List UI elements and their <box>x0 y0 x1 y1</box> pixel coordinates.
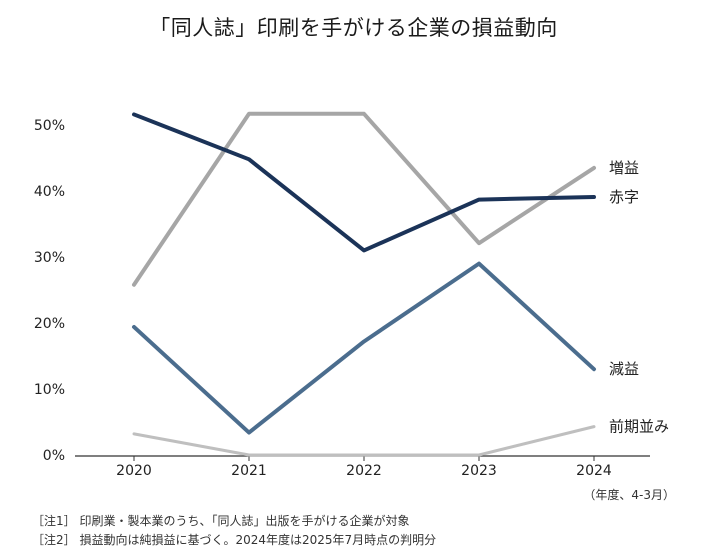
y-tick-label: 50% <box>34 118 65 134</box>
series-line-減益 <box>132 261 596 435</box>
series-label: 赤字 <box>609 188 639 206</box>
y-tick-label: 20% <box>34 316 65 332</box>
series-line-増益 <box>132 111 596 287</box>
note-1: ［注1］ 印刷業・製本業のうち、「同人誌」出版を手がける企業が対象 <box>32 514 410 528</box>
y-tick-label: 0% <box>43 448 65 464</box>
note-2: ［注2］ 損益動向は純損益に基づく。2024年度は2025年7月時点の判明分 <box>32 533 437 547</box>
series-line-前期並み <box>132 425 596 457</box>
x-tick-label: 2024 <box>576 463 612 479</box>
y-tick-label: 30% <box>34 250 65 266</box>
x-tick-label: 2022 <box>346 463 382 479</box>
y-tick-label: 10% <box>34 382 65 398</box>
x-tick-label: 2021 <box>231 463 267 479</box>
y-tick-label: 40% <box>34 184 65 200</box>
series-line-赤字 <box>132 112 596 253</box>
series-label: 増益 <box>609 159 639 177</box>
chart-title: 「同人誌」印刷を手がける企業の損益動向 <box>149 16 558 40</box>
x-tick-label: 2020 <box>116 463 152 479</box>
series-label: 前期並み <box>609 418 669 436</box>
series-label: 減益 <box>609 360 639 378</box>
unit-note: （年度、4-3月） <box>583 488 675 502</box>
x-tick-label: 2023 <box>461 463 497 479</box>
notes: ［注1］ 印刷業・製本業のうち、「同人誌」出版を手がける企業が対象 ［注2］ 損… <box>32 512 436 550</box>
